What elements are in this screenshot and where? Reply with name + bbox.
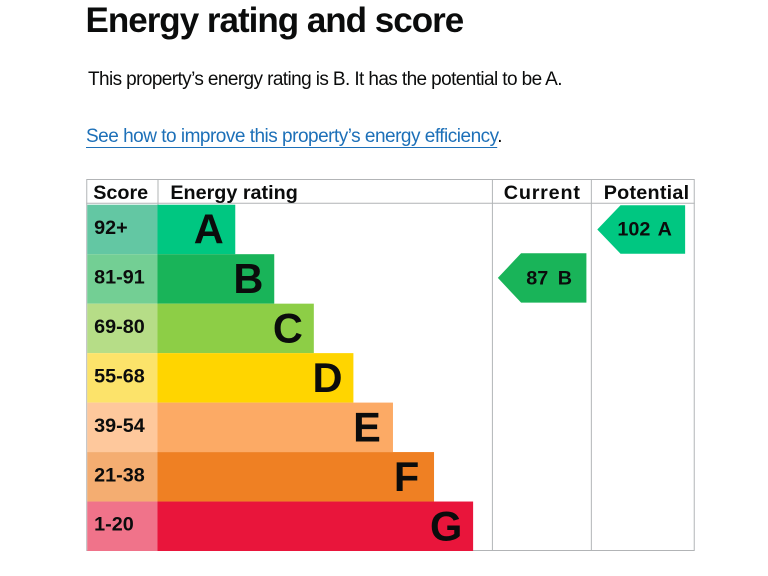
svg-text:39-54: 39-54: [94, 414, 145, 436]
svg-text:G: G: [430, 502, 462, 549]
svg-text:C: C: [273, 304, 303, 351]
svg-text:F: F: [394, 453, 419, 500]
svg-text:92+: 92+: [94, 217, 128, 239]
svg-text:Score: Score: [93, 181, 148, 203]
svg-text:Current: Current: [504, 181, 581, 203]
svg-text:1-20: 1-20: [94, 513, 134, 535]
svg-text:E: E: [353, 403, 381, 450]
svg-text:D: D: [312, 354, 342, 401]
svg-text:Energy rating: Energy rating: [170, 181, 297, 203]
svg-text:21-38: 21-38: [94, 464, 145, 486]
svg-text:A: A: [658, 218, 672, 240]
svg-text:87: 87: [526, 267, 548, 289]
svg-text:B: B: [558, 267, 572, 289]
svg-text:55-68: 55-68: [94, 365, 145, 387]
svg-text:102: 102: [617, 218, 650, 240]
svg-text:A: A: [194, 205, 224, 252]
svg-text:Potential: Potential: [604, 181, 690, 203]
svg-text:B: B: [233, 255, 263, 302]
svg-text:69-80: 69-80: [94, 316, 145, 338]
svg-text:81-91: 81-91: [94, 266, 145, 288]
